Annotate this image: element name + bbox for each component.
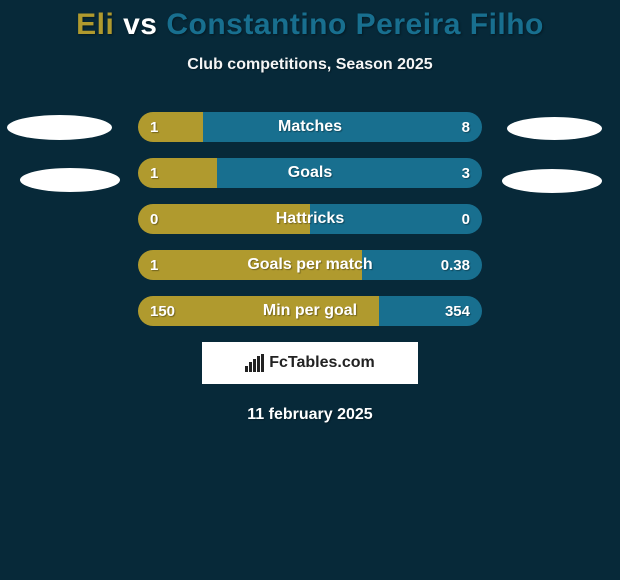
comparison-bars: 18Matches 13Goals 00Hattricks 10.38Goals pe… [138,112,482,326]
brand-text: FcTables.com [269,354,375,372]
player-a-name: Eli [76,8,114,41]
subtitle: Club competitions, Season 2025 [0,56,620,74]
brand-bars-icon [245,354,265,372]
stats-area: 18Matches 13Goals 00Hattricks 10.38Goals pe… [0,112,620,326]
stat-bar: 10.38Goals per match [138,250,482,280]
vs-text: vs [123,8,157,41]
bar-segment-left [138,296,379,326]
placeholder-ellipse-icon [20,168,120,192]
bar-segment-right [362,250,482,280]
stat-bar: 150354Min per goal [138,296,482,326]
placeholder-ellipse-icon [502,169,602,193]
bar-segment-left [138,204,310,234]
brand-box: FcTables.com [202,342,418,384]
bar-segment-right [310,204,482,234]
infographic-container: Eli vs Constantino Pereira Filho Club co… [0,0,620,424]
bar-segment-right [203,112,482,142]
bar-segment-left [138,158,217,188]
bar-segment-right [379,296,482,326]
placeholder-ellipse-icon [507,117,602,140]
stat-bar: 18Matches [138,112,482,142]
page-title: Eli vs Constantino Pereira Filho [0,8,620,42]
player-b-name: Constantino Pereira Filho [166,8,544,41]
stat-bar: 13Goals [138,158,482,188]
stat-bar: 00Hattricks [138,204,482,234]
placeholder-ellipse-icon [7,115,112,140]
bar-segment-left [138,250,362,280]
date-text: 11 february 2025 [0,406,620,424]
bar-segment-right [217,158,482,188]
bar-segment-left [138,112,203,142]
